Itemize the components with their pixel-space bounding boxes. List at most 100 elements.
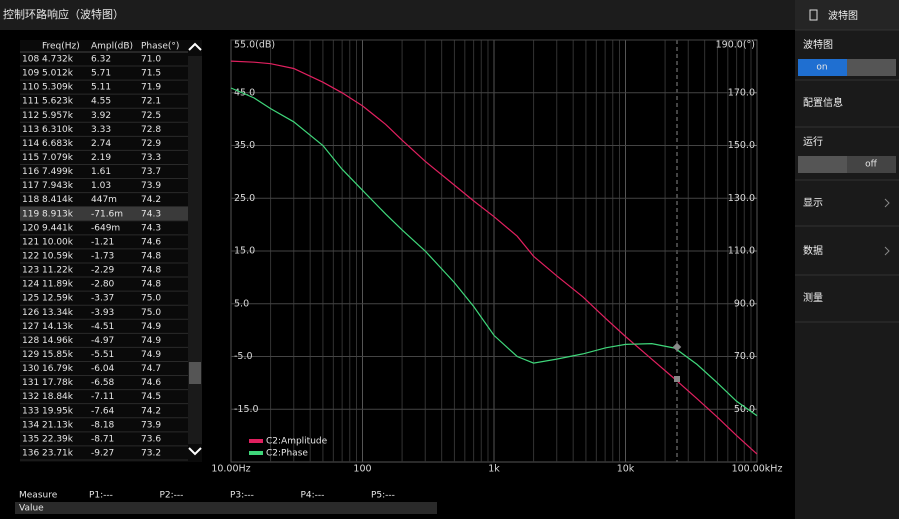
- cursor-marker[interactable]: [672, 342, 682, 352]
- sidebar-header: [795, 0, 899, 30]
- table-cell: 18.84k: [42, 392, 74, 402]
- table-cell: -9.27: [91, 448, 114, 458]
- table-cell[interactable]: 111: [22, 97, 39, 107]
- table-cell[interactable]: 129: [22, 350, 39, 360]
- table-cell: -3.37: [91, 294, 114, 304]
- table-cell: 5.11: [91, 83, 111, 93]
- table-cell: 11.22k: [42, 266, 74, 276]
- y-tick-label: 25.0: [234, 193, 255, 204]
- y2-tick-label: 110.0: [728, 246, 755, 257]
- table-cell: 71.9: [141, 83, 161, 93]
- table-cell[interactable]: 125: [22, 294, 39, 304]
- table-cell: 16.79k: [42, 364, 74, 374]
- table-cell[interactable]: 120: [22, 223, 39, 233]
- column-header: Ampl(dB): [91, 42, 133, 52]
- table-cell[interactable]: 135: [22, 434, 39, 444]
- table-cell: 1.03: [91, 181, 111, 191]
- table-cell[interactable]: 108: [22, 55, 39, 65]
- table-cell: 73.9: [141, 181, 161, 191]
- menu-label[interactable]: 测量: [803, 291, 823, 304]
- menu-label[interactable]: 运行: [803, 135, 823, 148]
- table-cell[interactable]: 132: [22, 392, 39, 402]
- x-tick-label: 10k: [617, 464, 635, 475]
- table-cell[interactable]: 114: [22, 139, 39, 149]
- measure-point: P1:---: [89, 491, 113, 501]
- table-cell[interactable]: 116: [22, 167, 39, 177]
- table-cell: 72.8: [141, 125, 161, 135]
- table-cell: 75.0: [141, 294, 161, 304]
- table-cell: 9.441k: [42, 223, 74, 233]
- table-cell: 7.079k: [42, 153, 74, 163]
- table-cell: -4.97: [91, 336, 114, 346]
- table-cell[interactable]: 130: [22, 364, 39, 374]
- table-cell: 74.5: [141, 392, 161, 402]
- table-cell[interactable]: 118: [22, 195, 39, 205]
- table-cell: 12.59k: [42, 294, 74, 304]
- table-cell[interactable]: 127: [22, 322, 39, 332]
- menu-label[interactable]: 数据: [803, 244, 823, 257]
- table-cell: -2.29: [91, 266, 115, 276]
- table-cell: 73.2: [141, 448, 161, 458]
- cursor-marker[interactable]: [674, 376, 680, 382]
- table-cell: 74.2: [141, 195, 161, 205]
- table-cell: -7.11: [91, 392, 114, 402]
- toggle-label: off: [865, 160, 878, 170]
- table-cell: 5.623k: [42, 97, 74, 107]
- table-cell: 23.71k: [42, 448, 74, 458]
- table-cell[interactable]: 113: [22, 125, 39, 135]
- table-cell: 72.1: [141, 97, 161, 107]
- table-cell[interactable]: 134: [22, 420, 39, 430]
- table-cell: 19.95k: [42, 406, 74, 416]
- table-cell[interactable]: 124: [22, 280, 39, 290]
- table-cell[interactable]: 133: [22, 406, 39, 416]
- table-cell: 74.9: [141, 336, 161, 346]
- x-tick-label: 1k: [488, 464, 500, 475]
- table-cell[interactable]: 123: [22, 266, 39, 276]
- menu-label[interactable]: 配置信息: [803, 96, 843, 109]
- table-cell[interactable]: 122: [22, 251, 39, 261]
- table-cell[interactable]: 121: [22, 237, 39, 247]
- column-header: Phase(°): [141, 42, 179, 52]
- table-cell: 6.32: [91, 55, 111, 65]
- table-cell: 2.74: [91, 139, 111, 149]
- table-cell: -4.51: [91, 322, 114, 332]
- table-cell: 8.414k: [42, 195, 74, 205]
- row-highlight: [20, 206, 188, 221]
- table-cell: 74.8: [141, 251, 161, 261]
- table-cell[interactable]: 128: [22, 336, 39, 346]
- table-cell[interactable]: 126: [22, 308, 39, 318]
- menu-label[interactable]: 波特图: [803, 38, 833, 51]
- table-cell[interactable]: 119: [22, 209, 39, 219]
- table-cell: 11.89k: [42, 280, 74, 290]
- scroll-up[interactable]: [188, 42, 202, 51]
- table-cell: -6.58: [91, 378, 115, 388]
- y2-tick-label: 170.0: [728, 87, 755, 98]
- legend-label: C2:Amplitude: [266, 437, 328, 447]
- column-header: Freq(Hz): [42, 42, 80, 52]
- table-cell[interactable]: 131: [22, 378, 39, 388]
- value-label: Value: [19, 504, 44, 514]
- table-cell: 5.71: [91, 69, 111, 79]
- y-tick-label: -5.0: [234, 351, 253, 362]
- y-tick-label: 5.0: [234, 298, 249, 309]
- y2-tick-label: 70.0: [734, 351, 755, 362]
- menu-label[interactable]: 显示: [803, 197, 823, 209]
- chevron: [884, 246, 890, 256]
- table-cell: -1.73: [91, 251, 114, 261]
- scroll-down[interactable]: [188, 447, 202, 456]
- table-cell: 73.7: [141, 167, 161, 177]
- table-cell[interactable]: 109: [22, 69, 39, 79]
- table-cell[interactable]: 115: [22, 153, 39, 163]
- table-cell[interactable]: 136: [22, 448, 39, 458]
- table-cell: 74.8: [141, 280, 161, 290]
- table-cell[interactable]: 117: [22, 181, 39, 191]
- scroll-thumb[interactable]: [189, 362, 201, 384]
- table-cell[interactable]: 110: [22, 83, 39, 93]
- table-cell[interactable]: 112: [22, 111, 39, 121]
- icon: [809, 9, 818, 21]
- measure-point: P2:---: [160, 491, 184, 501]
- sidebar: [795, 0, 899, 519]
- table-cell: 14.13k: [42, 322, 74, 332]
- scrollbar: [188, 56, 202, 444]
